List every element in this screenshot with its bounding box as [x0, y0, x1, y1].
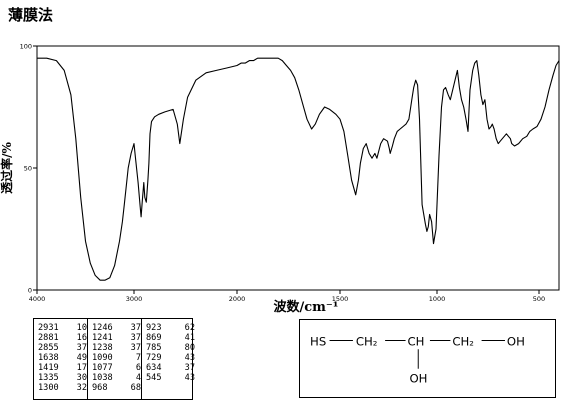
- plot-frame: [36, 45, 560, 291]
- peak-transmittance: 68: [130, 383, 141, 393]
- x-tick-label: 500: [533, 295, 545, 303]
- structure-formula: HS CH₂ CH CH₂ OH OH: [299, 319, 556, 398]
- peak-wavenumber: 869: [146, 333, 162, 343]
- peak-wavenumber: 634: [146, 363, 162, 373]
- peak-wavenumber: 1090: [92, 353, 113, 363]
- peak-wavenumber: 1038: [92, 373, 113, 383]
- x-tick-label: 2000: [229, 295, 246, 303]
- peak-wavenumber: 923: [146, 323, 162, 333]
- ch2-group-1: CH₂: [356, 334, 378, 348]
- peak-wavenumber: 1238: [92, 343, 113, 353]
- oh-end-group: OH: [507, 334, 525, 348]
- peak-wavenumber: 1300: [38, 383, 59, 393]
- peak-transmittance: 10: [76, 323, 87, 333]
- y-tick-label: 50: [24, 165, 32, 173]
- peak-row: 634 37: [146, 363, 195, 373]
- peak-wavenumber: 1419: [38, 363, 59, 373]
- x-tick-label: 4000: [29, 295, 46, 303]
- peak-row: 923 62: [146, 323, 195, 333]
- peak-row: 869 41: [146, 333, 195, 343]
- peak-row: 1090 7: [92, 353, 141, 363]
- peak-transmittance: 37: [76, 343, 87, 353]
- peak-row: 2881 16: [38, 333, 87, 343]
- peak-wavenumber: 1077: [92, 363, 113, 373]
- oh-sub-group: OH: [409, 371, 427, 385]
- peak-row: 545 43: [146, 373, 195, 383]
- peak-row: 1638 49: [38, 353, 87, 363]
- peak-transmittance: 37: [130, 343, 141, 353]
- peak-transmittance: 37: [184, 363, 195, 373]
- y-axis-label: 透过率/%: [0, 142, 14, 194]
- peak-row: 968 68: [92, 383, 141, 393]
- peak-transmittance: 43: [184, 373, 195, 383]
- peak-table: 2931 10 2881 16 2855 37 1638 49 1419 17 1335 30 1300…: [33, 318, 195, 400]
- peak-row: 1335 30: [38, 373, 87, 383]
- peak-wavenumber: 1335: [38, 373, 59, 383]
- peak-row: 2931 10: [38, 323, 87, 333]
- peak-row: 729 43: [146, 353, 195, 363]
- y-tick-label: 100: [20, 43, 32, 51]
- peak-transmittance: 4: [135, 373, 141, 383]
- peak-wavenumber: 729: [146, 353, 162, 363]
- ch-group: CH: [408, 334, 425, 348]
- peak-row: 1241 37: [92, 333, 141, 343]
- peak-row: 1238 37: [92, 343, 141, 353]
- peak-transmittance: 49: [76, 353, 87, 363]
- peak-row: 1246 37: [92, 323, 141, 333]
- y-tick-label: 0: [28, 287, 32, 295]
- ch2-group-2: CH₂: [452, 334, 474, 348]
- peak-transmittance: 43: [184, 353, 195, 363]
- peak-transmittance: 41: [184, 333, 195, 343]
- peak-transmittance: 62: [184, 323, 195, 333]
- peak-wavenumber: 545: [146, 373, 162, 383]
- peak-wavenumber: 968: [92, 383, 108, 393]
- peak-row: 1038 4: [92, 373, 141, 383]
- peak-transmittance: 17: [76, 363, 87, 373]
- peak-transmittance: 32: [76, 383, 87, 393]
- peak-wavenumber: 1241: [92, 333, 113, 343]
- x-axis-label: 波数/cm⁻¹: [274, 299, 339, 315]
- peak-column: 1246 37 1241 37 1238 37 1090 7 1077 6 1038 4 968 68: [87, 319, 141, 399]
- peak-transmittance: 7: [135, 353, 141, 363]
- peak-transmittance: 16: [76, 333, 87, 343]
- peak-row: 785 80: [146, 343, 195, 353]
- peak-row: 1300 32: [38, 383, 87, 393]
- method-label: 薄膜法: [8, 6, 54, 24]
- x-tick-label: 3000: [126, 295, 143, 303]
- transmittance-curve: [37, 57, 560, 281]
- peak-column: 923 62 869 41 785 80 729 43 634 37 545 43: [141, 319, 195, 399]
- peak-row: 2855 37: [38, 343, 87, 353]
- peak-wavenumber: 2931: [38, 323, 59, 333]
- peak-transmittance: 80: [184, 343, 195, 353]
- peak-transmittance: 30: [76, 373, 87, 383]
- peak-transmittance: 6: [135, 363, 141, 373]
- peak-transmittance: 37: [130, 333, 141, 343]
- peak-wavenumber: 1638: [38, 353, 59, 363]
- hs-group: HS: [310, 334, 326, 348]
- peak-column: 2931 10 2881 16 2855 37 1638 49 1419 17 1335 30 1300…: [34, 319, 87, 399]
- peak-transmittance: 37: [130, 323, 141, 333]
- peak-row: 1077 6: [92, 363, 141, 373]
- peak-wavenumber: 785: [146, 343, 162, 353]
- x-tick-label: 1500: [332, 295, 349, 303]
- x-tick-label: 1000: [429, 295, 446, 303]
- peak-wavenumber: 2881: [38, 333, 59, 343]
- peak-wavenumber: 1246: [92, 323, 113, 333]
- peak-row: 1419 17: [38, 363, 87, 373]
- peak-wavenumber: 2855: [38, 343, 59, 353]
